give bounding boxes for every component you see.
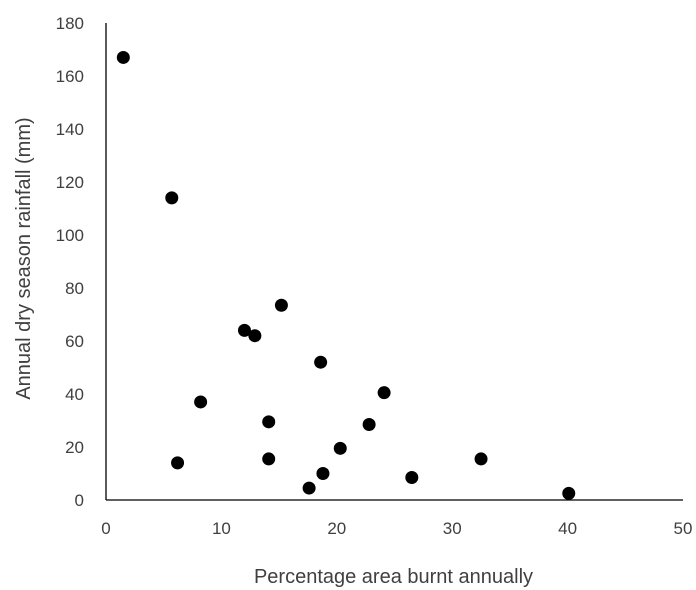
y-tick-label: 0	[75, 491, 84, 510]
data-point	[262, 415, 276, 429]
y-tick-label: 80	[65, 279, 84, 298]
x-tick-label: 40	[558, 519, 577, 538]
y-tick-label: 140	[56, 120, 84, 139]
y-tick-label: 60	[65, 332, 84, 351]
y-axis-ticks: 0 20 40 60 80 100 120 140 160 180	[56, 14, 84, 510]
data-point	[262, 452, 276, 466]
data-point	[474, 452, 488, 466]
y-tick-label: 100	[56, 226, 84, 245]
y-tick-label: 40	[65, 385, 84, 404]
x-tick-label: 50	[674, 519, 693, 538]
x-axis-ticks: 0 10 20 30 40 50	[101, 519, 692, 538]
data-point	[116, 50, 130, 64]
x-axis-title: Percentage area burnt annually	[254, 566, 533, 588]
data-point	[377, 386, 391, 400]
data-point	[316, 467, 330, 480]
data-point	[237, 323, 251, 337]
y-axis-title: Annual dry season rainfall (mm)	[13, 117, 35, 399]
data-points	[116, 50, 576, 500]
data-point	[333, 441, 347, 455]
data-point	[405, 470, 419, 484]
y-tick-label: 120	[56, 173, 84, 192]
y-tick-label: 180	[56, 14, 84, 33]
y-tick-label: 160	[56, 67, 84, 86]
data-point	[562, 486, 576, 500]
y-tick-label: 20	[65, 438, 84, 457]
x-tick-label: 10	[212, 519, 231, 538]
data-point	[362, 417, 376, 431]
data-point	[314, 355, 328, 369]
data-point	[274, 298, 288, 312]
x-tick-label: 30	[443, 519, 462, 538]
data-point	[248, 329, 262, 343]
data-point	[302, 481, 316, 495]
data-point	[194, 395, 208, 409]
data-point	[165, 191, 179, 205]
x-tick-label: 0	[101, 519, 110, 538]
data-point	[171, 456, 185, 470]
x-tick-label: 20	[327, 519, 346, 538]
